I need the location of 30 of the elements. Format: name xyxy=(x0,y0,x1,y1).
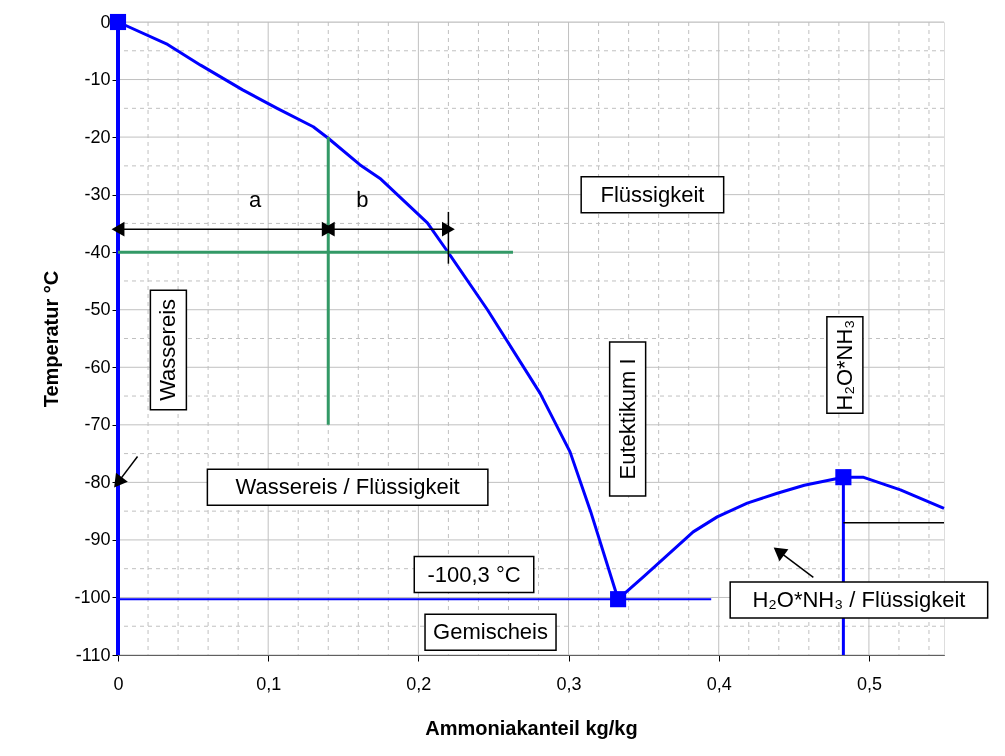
x-tick-label: 0 xyxy=(113,673,124,694)
annotation: a xyxy=(248,186,262,212)
y-tick-label: -70 xyxy=(84,414,111,435)
annotation: b xyxy=(356,186,369,212)
y-tick-label: -60 xyxy=(84,356,111,377)
x-tick-label: 0,3 xyxy=(556,673,582,694)
annotation: Gemischeis xyxy=(433,619,548,645)
x-tick-label: 0,5 xyxy=(856,673,882,694)
y-tick-label: -80 xyxy=(84,471,111,492)
annotation: H₂O*NH₃ / Flüssigkeit xyxy=(752,586,966,612)
y-tick-label: 0 xyxy=(100,11,111,32)
x-tick-label: 0,2 xyxy=(406,673,432,694)
y-tick-label: -50 xyxy=(84,299,111,320)
annotation: Wassereis / Flüssigkeit xyxy=(235,474,460,500)
annotation: Wassereis xyxy=(155,298,181,401)
annotation: H₂O*NH₃ xyxy=(831,319,857,411)
x-tick-label: 0,1 xyxy=(256,673,282,694)
annotation: Flüssigkeit xyxy=(600,181,705,207)
annotation: -100,3 °C xyxy=(427,561,521,587)
annotation: Eutektikum I xyxy=(614,358,640,480)
y-tick-label: -100 xyxy=(74,586,111,607)
y-tick-label: -10 xyxy=(84,69,111,90)
x-tick-label: 0,4 xyxy=(706,673,732,694)
y-tick-label: -40 xyxy=(84,241,111,262)
y-tick-label: -110 xyxy=(75,644,111,665)
y-tick-label: -90 xyxy=(84,529,111,550)
y-axis-title: Temperatur °C xyxy=(40,270,63,408)
y-tick-label: -20 xyxy=(84,126,111,147)
y-tick-label: -30 xyxy=(84,184,111,205)
x-axis-title: Ammoniakanteil kg/kg xyxy=(425,716,638,739)
